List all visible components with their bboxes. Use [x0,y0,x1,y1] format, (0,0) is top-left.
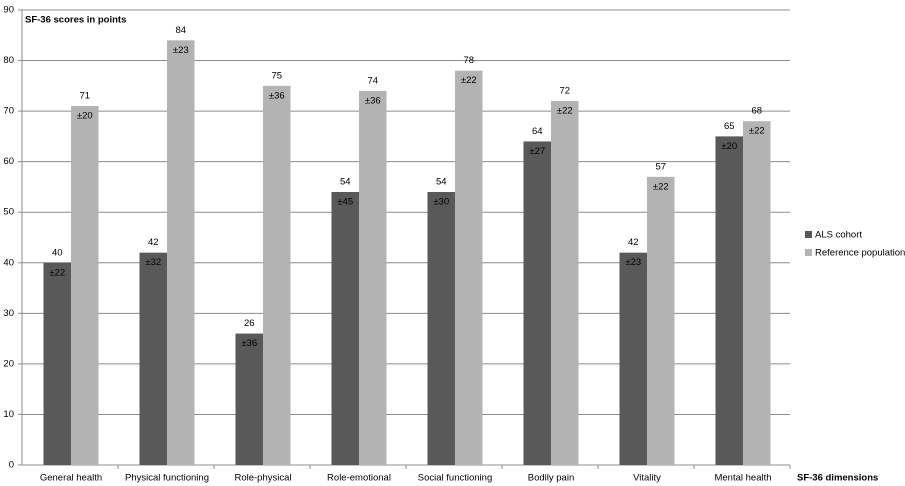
y-tick-label: 70 [3,106,14,117]
y-tick-label: 60 [3,156,14,167]
error-label: ±23 [173,45,189,56]
legend-swatch [805,231,812,238]
legend-label: Reference population [815,248,905,259]
error-label: ±20 [721,141,737,152]
x-tick-label: Social functioning [418,473,492,484]
error-label: ±22 [749,126,765,137]
bar [523,141,551,465]
bar [715,136,743,465]
data-label: 42 [628,237,639,248]
data-label: 72 [559,86,570,97]
y-tick-label: 0 [9,460,14,471]
x-tick-label: Mental health [714,473,771,484]
data-label: 75 [271,70,282,81]
bar [71,106,99,466]
data-label: 42 [148,237,159,248]
error-label: ±32 [145,257,161,268]
data-label: 65 [724,121,735,132]
data-label: 68 [751,106,762,117]
y-tick-label: 50 [3,207,14,218]
x-tick-label: Role-physical [234,473,291,484]
error-label: ±36 [241,338,257,349]
y-tick-label: 80 [3,55,14,66]
data-label: 71 [79,91,90,102]
bar [743,121,771,465]
error-label: ±23 [625,257,641,268]
bar [551,101,579,465]
error-label: ±22 [49,267,65,278]
error-label: ±27 [529,146,545,157]
data-label: 57 [655,161,666,172]
legend-swatch [805,249,812,256]
error-label: ±36 [269,90,285,101]
bar [619,252,647,465]
y-tick-label: 40 [3,257,14,268]
data-label: 84 [175,25,186,36]
x-tick-label: Vitality [633,473,661,484]
data-label: 64 [532,126,543,137]
bar [455,70,483,466]
legend-label: ALS cohort [815,230,862,241]
y-tick-label: 20 [3,358,14,369]
x-axis-label: SF-36 dimensions [797,473,878,484]
bar [427,192,455,465]
x-tick-label: Role-emotional [327,473,391,484]
error-label: ±20 [77,111,93,122]
data-label: 54 [436,177,447,188]
error-label: ±30 [433,197,449,208]
bar [647,176,675,466]
y-axis-label: SF-36 scores in points [25,15,126,26]
error-label: ±22 [557,106,573,117]
y-tick-label: 10 [3,409,14,420]
x-tick-label: Physical functioning [125,473,209,484]
error-label: ±36 [365,95,381,106]
bar [43,262,71,465]
bar [167,40,195,465]
data-label: 54 [340,177,351,188]
bar [139,252,167,465]
bar [263,85,291,465]
x-tick-label: Bodily pain [528,473,574,484]
y-tick-label: 30 [3,308,14,319]
data-label: 40 [52,247,63,258]
error-label: ±45 [337,197,353,208]
bar [359,90,387,465]
data-label: 78 [463,55,474,66]
error-label: ±22 [653,181,669,192]
data-label: 74 [367,75,378,86]
y-tick-label: 90 [3,5,14,16]
bar [331,192,359,465]
error-label: ±22 [461,75,477,86]
x-tick-label: General health [40,473,102,484]
bar [235,333,263,465]
data-label: 26 [244,318,255,329]
